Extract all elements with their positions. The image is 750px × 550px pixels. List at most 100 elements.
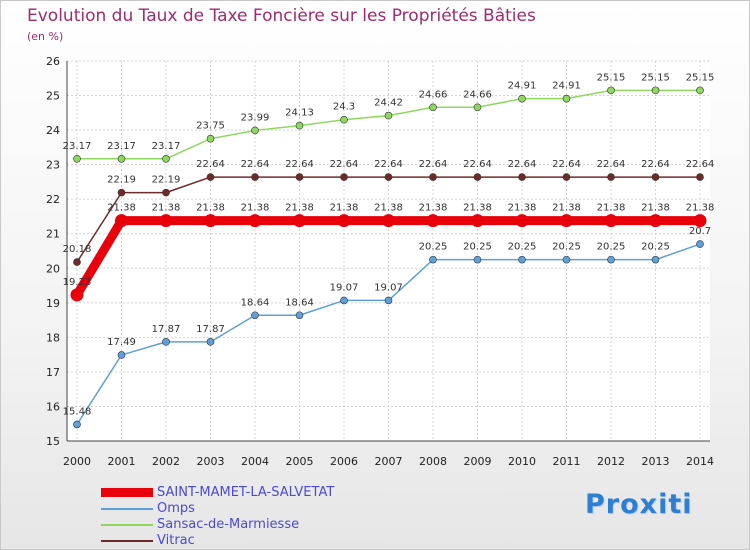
data-label-vitrac: 22.64 — [686, 159, 715, 170]
data-label-vitrac: 22.19 — [152, 175, 181, 186]
data-label-omps: 20.25 — [419, 242, 448, 253]
data-label-omps: 20.25 — [641, 242, 670, 253]
data-label-omps: 17.49 — [107, 337, 136, 348]
data-label-vitrac: 22.64 — [196, 159, 225, 170]
data-label-vitrac: 22.64 — [241, 159, 270, 170]
data-label-omps: 20.25 — [552, 242, 581, 253]
data-point-omps — [696, 240, 704, 248]
data-point-sansac-de-marmiesse — [295, 121, 304, 130]
legend-label-omps: Omps — [157, 501, 195, 516]
data-point-vitrac — [162, 188, 170, 197]
data-label-sansac-de-marmiesse: 24.13 — [285, 108, 314, 119]
data-label-sansac-de-marmiesse: 24.91 — [552, 81, 581, 92]
data-label-vitrac: 22.64 — [330, 159, 359, 170]
line-chart: 15 16 17 18 19 20 21 22 23 24 25 26 2000 2001 2002 2003… — [46, 55, 715, 468]
legend-swatch-sansac — [101, 524, 153, 526]
data-point-sansac-de-marmiesse — [162, 154, 170, 163]
data-label-omps: 17.87 — [152, 324, 181, 335]
data-point-saint-mamet-la-salvetat — [159, 214, 173, 228]
data-point-saint-mamet-la-salvetat — [337, 214, 351, 228]
data-point-omps — [562, 255, 571, 264]
data-label-sansac-de-marmiesse: 24.42 — [374, 98, 403, 109]
x-tick-label: 2010 — [508, 455, 536, 468]
data-label-sansac-de-marmiesse: 23.17 — [152, 141, 181, 152]
data-label-saint-mamet-la-salvetat: 21.38 — [508, 203, 537, 214]
data-point-omps — [473, 255, 482, 264]
proxiti-logo: Proxiti — [585, 489, 693, 520]
data-label-vitrac: 22.19 — [107, 175, 136, 186]
data-label-saint-mamet-la-salvetat: 21.38 — [374, 203, 403, 214]
x-tick-label: 2001 — [108, 455, 136, 468]
data-label-omps: 20.7 — [689, 226, 711, 237]
y-tick-label: 26 — [46, 55, 60, 68]
data-label-omps: 17.87 — [196, 324, 225, 335]
data-point-vitrac — [696, 173, 704, 181]
y-tick-label: 17 — [46, 366, 60, 379]
data-label-vitrac: 22.64 — [374, 159, 403, 170]
x-tick-label: 2003 — [197, 455, 225, 468]
legend-label-sansac: Sansac-de-Marmiesse — [157, 517, 300, 532]
data-label-vitrac: 22.64 — [508, 159, 537, 170]
data-label-omps: 18.64 — [285, 297, 314, 308]
data-point-omps — [651, 255, 660, 264]
data-point-sansac-de-marmiesse — [696, 86, 704, 95]
data-point-omps — [340, 296, 348, 305]
y-tick-label: 23 — [46, 159, 60, 172]
x-tick-label: 2009 — [464, 455, 492, 468]
data-point-saint-mamet-la-salvetat — [204, 214, 217, 228]
y-tick-label: 15 — [46, 435, 60, 448]
data-point-vitrac — [340, 173, 348, 181]
data-label-saint-mamet-la-salvetat: 21.38 — [107, 203, 136, 214]
data-point-sansac-de-marmiesse — [384, 111, 393, 120]
data-point-sansac-de-marmiesse — [651, 86, 660, 95]
data-label-vitrac: 22.64 — [285, 159, 314, 170]
data-label-saint-mamet-la-salvetat: 21.38 — [419, 203, 448, 214]
chart-title: Evolution du Taux de Taxe Foncière sur l… — [27, 6, 536, 26]
data-label-sansac-de-marmiesse: 24.3 — [333, 102, 355, 113]
data-label-saint-mamet-la-salvetat: 21.38 — [686, 203, 715, 214]
data-label-omps: 20.25 — [508, 242, 537, 253]
data-label-sansac-de-marmiesse: 24.91 — [508, 81, 537, 92]
data-label-sansac-de-marmiesse: 24.66 — [463, 89, 492, 100]
data-point-sansac-de-marmiesse — [562, 94, 571, 103]
data-label-sansac-de-marmiesse: 23.99 — [241, 112, 270, 123]
data-label-saint-mamet-la-salvetat: 21.38 — [597, 203, 626, 214]
y-tick-label: 18 — [46, 331, 60, 344]
data-point-vitrac — [117, 188, 126, 197]
data-label-sansac-de-marmiesse: 23.75 — [196, 121, 225, 132]
x-tick-label: 2012 — [597, 455, 625, 468]
data-point-vitrac — [73, 258, 81, 266]
x-tick-label: 2005 — [286, 455, 314, 468]
data-point-saint-mamet-la-salvetat — [560, 214, 573, 228]
data-point-sansac-de-marmiesse — [607, 86, 615, 95]
data-point-vitrac — [295, 173, 304, 181]
data-point-saint-mamet-la-salvetat — [426, 214, 440, 228]
legend-swatch-vitrac — [101, 540, 153, 542]
legend-swatch-saint-mamet — [101, 488, 153, 497]
y-tick-label: 22 — [46, 193, 60, 206]
data-point-sansac-de-marmiesse — [340, 115, 348, 124]
data-point-omps — [206, 338, 215, 346]
x-tick-label: 2000 — [63, 455, 91, 468]
legend-label-saint-mamet: SAINT-MAMET-LA-SALVETAT — [157, 485, 335, 500]
data-point-saint-mamet-la-salvetat — [604, 214, 618, 228]
data-point-sansac-de-marmiesse — [429, 103, 437, 112]
data-point-omps — [251, 311, 259, 320]
data-label-omps: 20.25 — [597, 242, 626, 253]
data-point-vitrac — [607, 173, 615, 181]
data-label-vitrac: 22.64 — [419, 159, 448, 170]
data-point-omps — [429, 255, 437, 264]
y-tick-label: 21 — [46, 228, 60, 241]
y-tick-label: 19 — [46, 297, 60, 310]
data-label-saint-mamet-la-salvetat: 21.38 — [641, 203, 670, 214]
legend-swatch-omps — [101, 508, 153, 510]
data-label-omps: 20.25 — [463, 242, 492, 253]
x-tick-label: 2002 — [152, 455, 180, 468]
data-point-saint-mamet-la-salvetat — [382, 214, 395, 228]
data-point-vitrac — [473, 173, 482, 181]
data-label-sansac-de-marmiesse: 24.66 — [419, 89, 448, 100]
data-point-sansac-de-marmiesse — [473, 103, 482, 112]
data-label-saint-mamet-la-salvetat: 21.38 — [152, 203, 181, 214]
data-label-saint-mamet-la-salvetat: 21.38 — [330, 203, 359, 214]
